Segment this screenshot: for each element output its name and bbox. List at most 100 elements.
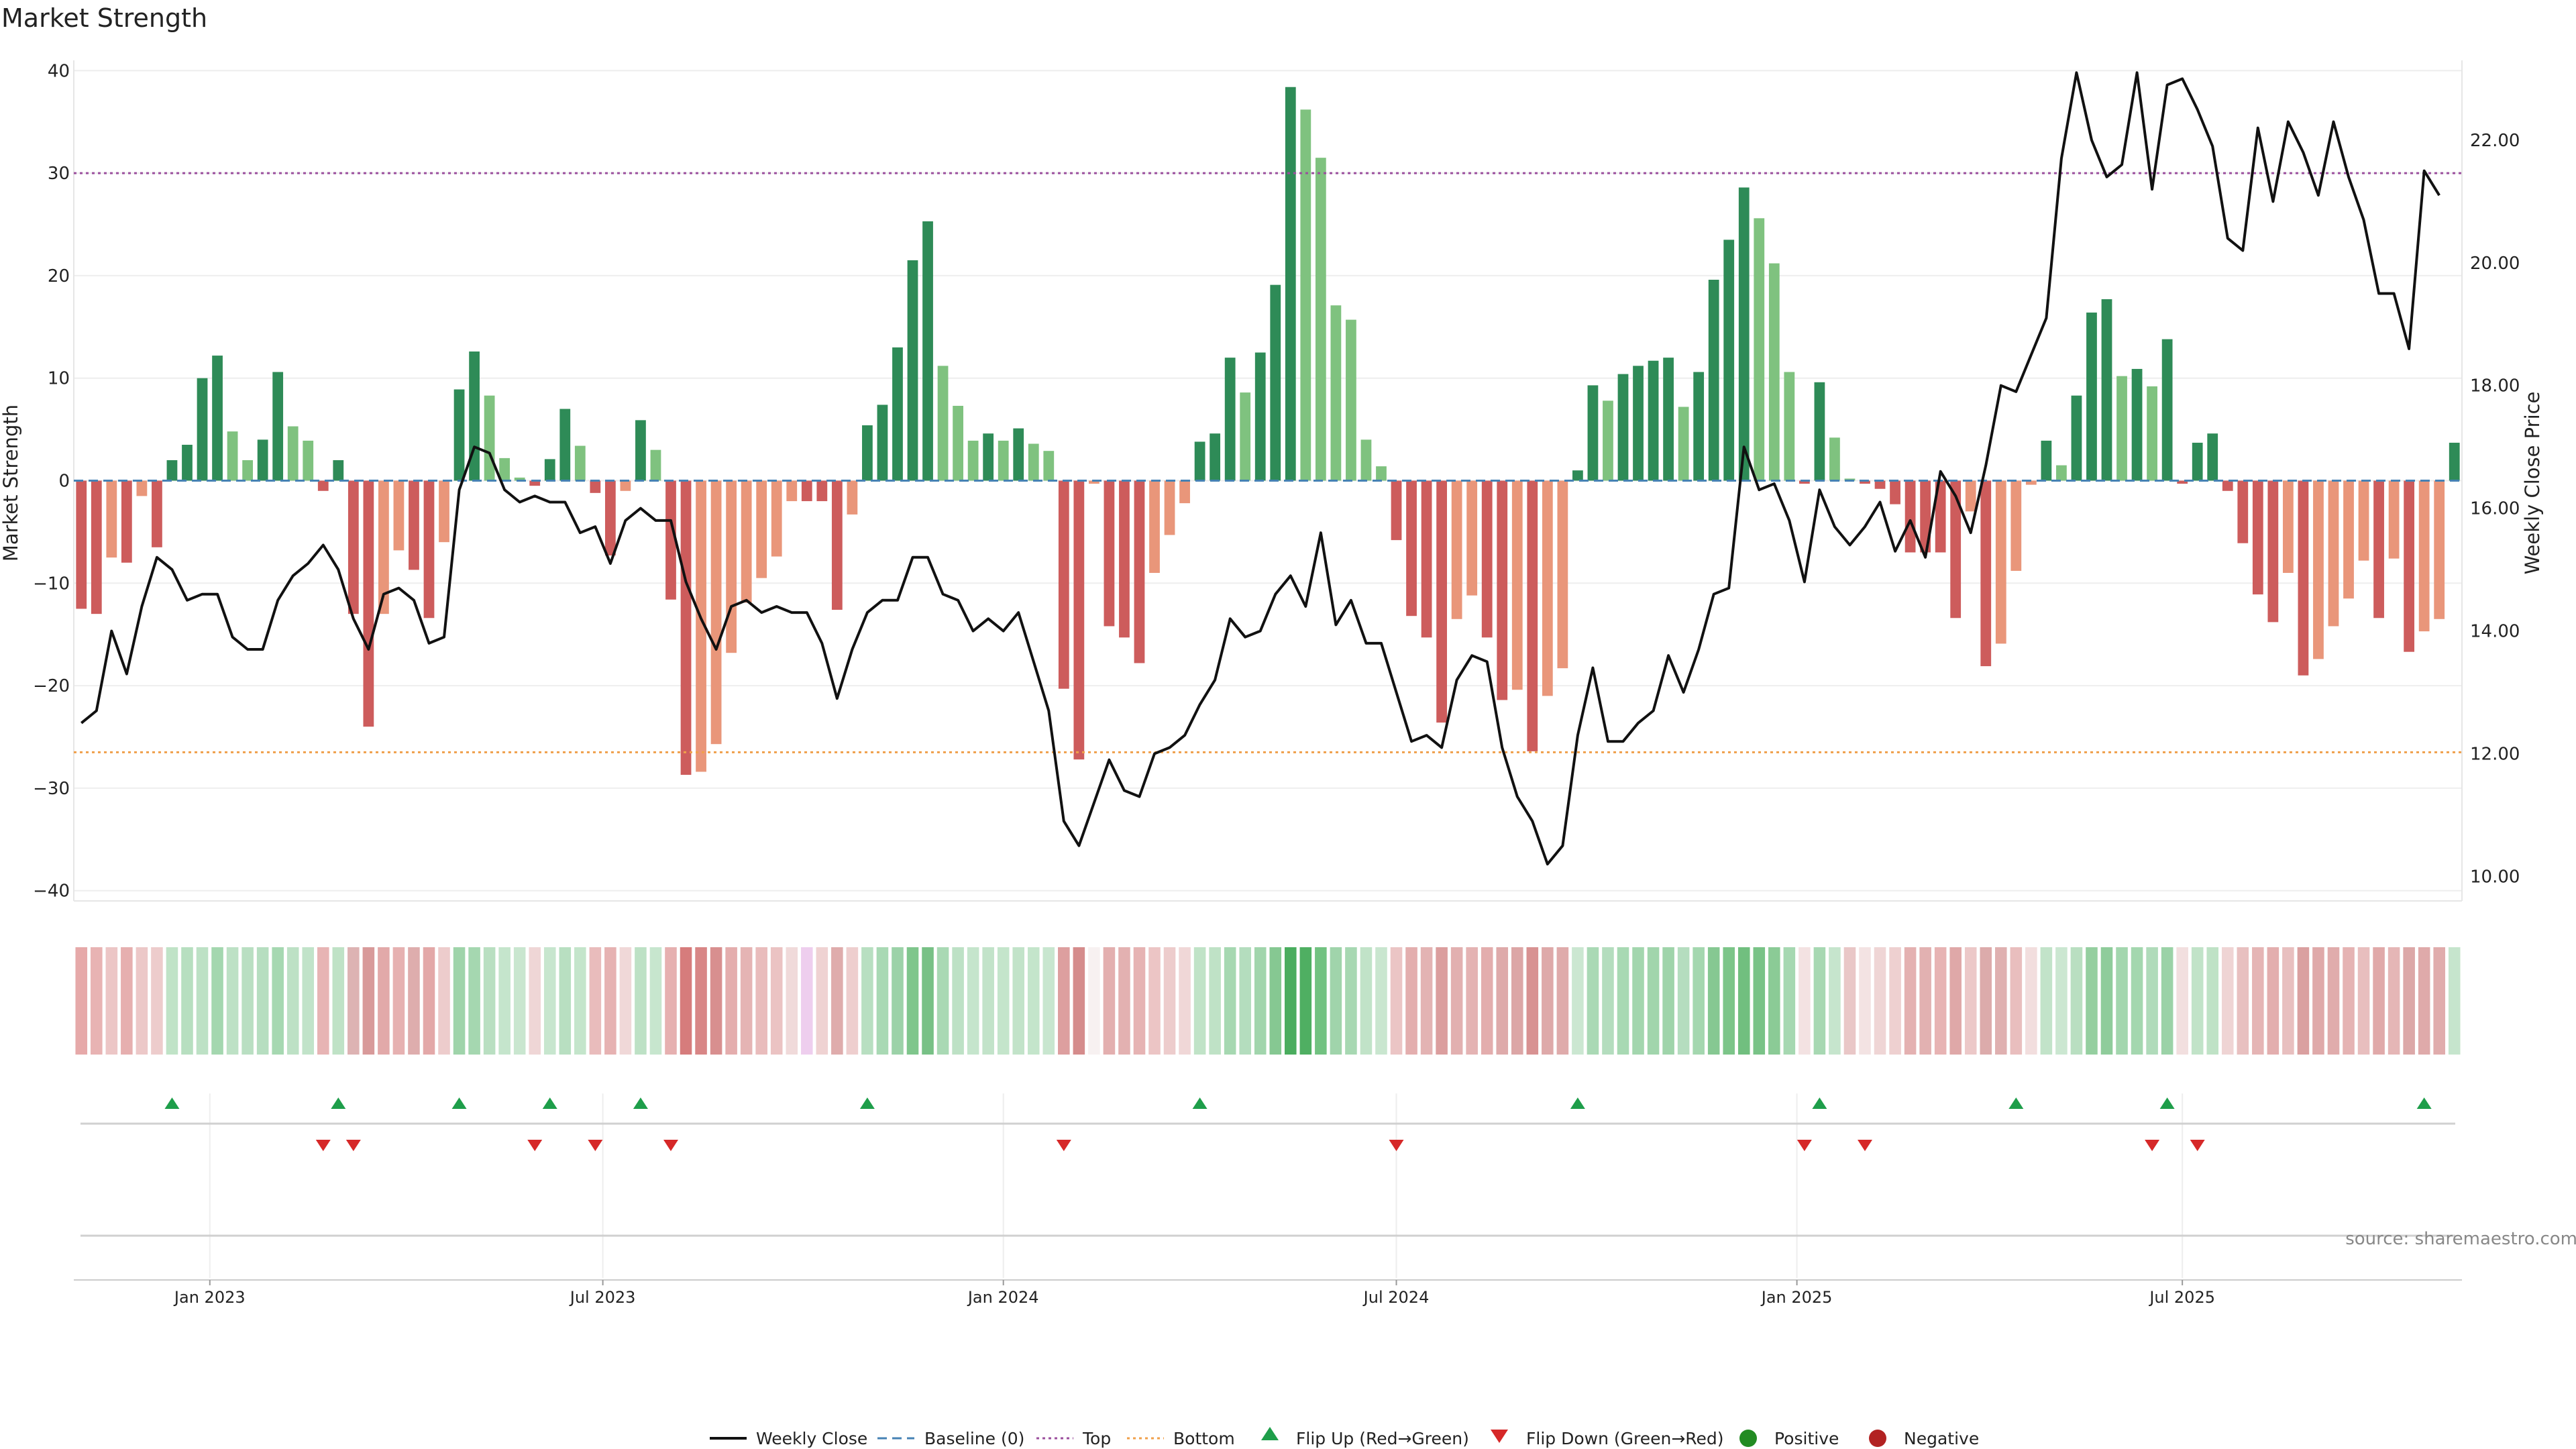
heat-cell <box>1587 947 1599 1055</box>
heat-cell <box>1693 947 1705 1055</box>
heat-cell <box>2267 947 2279 1055</box>
heat-cell <box>1859 947 1871 1055</box>
heat-cell <box>1466 947 1478 1055</box>
heat-cell <box>710 947 722 1055</box>
strength-bar <box>2010 480 2022 571</box>
heat-cell <box>211 947 223 1055</box>
legend-negative-icon <box>1869 1430 1886 1447</box>
heat-cell <box>1133 947 1146 1055</box>
flip-up-marker <box>2159 1097 2175 1109</box>
heat-cell <box>1360 947 1373 1055</box>
strength-bar <box>1315 158 1326 481</box>
heat-cell <box>226 947 239 1055</box>
strength-bar <box>590 480 601 493</box>
flip-down-marker <box>1056 1140 1071 1151</box>
heat-cell <box>1813 947 1826 1055</box>
strength-bar <box>1995 480 2006 644</box>
flip-up-marker <box>451 1097 467 1109</box>
strength-bar <box>2328 480 2339 627</box>
heat-cell <box>1889 947 1901 1055</box>
heat-cell <box>2221 947 2234 1055</box>
strength-bar <box>1557 480 1568 669</box>
strength-bar <box>499 458 511 481</box>
heat-cell <box>1964 947 1977 1055</box>
strength-bar <box>756 480 767 578</box>
heat-cell <box>649 947 662 1055</box>
strength-bar <box>574 445 586 481</box>
strength-bar <box>1421 480 1432 638</box>
strength-bar <box>680 480 692 775</box>
heat-cell <box>967 947 979 1055</box>
strength-bar <box>2222 480 2233 491</box>
strength-bar <box>1693 372 1705 481</box>
strength-bar <box>2161 339 2173 481</box>
heat-cell <box>2191 947 2204 1055</box>
strength-bar <box>242 460 253 481</box>
strength-bar <box>1119 480 1130 638</box>
heat-cell <box>1073 947 1085 1055</box>
legend-flip-down: Flip Down (Green→Red) <box>1526 1429 1724 1448</box>
heat-cell <box>1345 947 1357 1055</box>
strength-bar <box>1360 439 1372 481</box>
heat-cell <box>1269 947 1282 1055</box>
strength-bar <box>1603 400 1613 481</box>
strength-bar <box>1300 109 1311 481</box>
heat-cell <box>1481 947 1493 1055</box>
strength-bar <box>2418 480 2430 632</box>
strength-bar <box>287 426 299 481</box>
heat-cell <box>1027 947 1040 1055</box>
strength-bar <box>423 480 435 619</box>
strength-bar <box>771 480 782 557</box>
x-tick-label: Jul 2025 <box>2148 1288 2215 1307</box>
right-tick-label: 14.00 <box>2470 622 2520 642</box>
strength-bar <box>1210 433 1221 481</box>
heat-cell <box>876 947 889 1055</box>
heat-cell <box>1042 947 1055 1055</box>
left-tick-label: −20 <box>33 676 70 696</box>
strength-bar <box>1950 480 1962 619</box>
strength-bar <box>831 480 843 610</box>
strength-bar <box>1829 437 1840 481</box>
strength-bar <box>877 405 888 481</box>
heat-cell <box>1874 947 1886 1055</box>
strength-bar <box>1904 480 1916 553</box>
strength-bar <box>91 480 102 614</box>
heat-cell <box>1405 947 1417 1055</box>
flip-up-marker <box>1812 1097 1827 1109</box>
heat-cell <box>105 947 118 1055</box>
strength-bar <box>378 480 389 614</box>
strength-bar <box>983 433 994 481</box>
left-tick-label: 10 <box>48 369 70 389</box>
strength-bar <box>1527 480 1538 751</box>
left-tick-label: −30 <box>33 779 70 799</box>
strength-bar <box>1043 451 1055 481</box>
heat-cell <box>498 947 511 1055</box>
heat-cell <box>2146 947 2158 1055</box>
strength-bar <box>333 460 344 481</box>
heat-cell <box>1315 947 1327 1055</box>
heat-cell <box>997 947 1010 1055</box>
heat-cell <box>1994 947 2007 1055</box>
heat-cell <box>91 947 103 1055</box>
heat-cell <box>1919 947 1931 1055</box>
strength-bar <box>1254 352 1266 481</box>
heat-cell <box>1239 947 1251 1055</box>
strength-bar <box>1073 480 1085 760</box>
flip-down-marker <box>1858 1140 1872 1151</box>
strength-bar <box>1089 480 1099 484</box>
strength-bar <box>453 389 465 481</box>
heat-cell <box>2403 947 2415 1055</box>
legend: Weekly Close Baseline (0) Top Bottom Fli… <box>710 1427 1979 1448</box>
heat-cell <box>347 947 360 1055</box>
left-tick-label: −40 <box>33 881 70 902</box>
heat-cell <box>196 947 209 1055</box>
heat-cell <box>378 947 390 1055</box>
strength-bar <box>1572 470 1583 481</box>
strength-bar <box>227 431 238 481</box>
strength-bar <box>1391 480 1402 541</box>
heat-cell <box>136 947 148 1055</box>
heat-cell <box>1193 947 1206 1055</box>
heat-cell <box>1088 947 1100 1055</box>
strength-bar <box>2388 480 2400 559</box>
heat-cell <box>1209 947 1221 1055</box>
